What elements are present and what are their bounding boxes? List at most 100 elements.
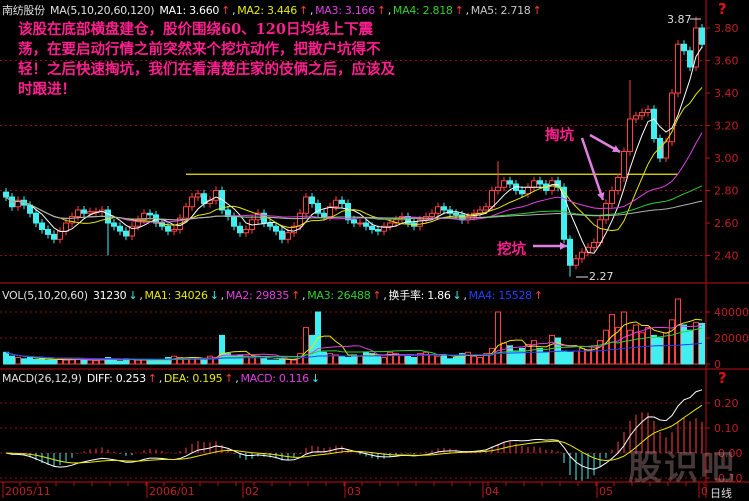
price-tick-label: 3.40 — [714, 87, 739, 100]
volume-bar — [513, 350, 519, 365]
header-value: MA3: 26488 — [307, 289, 371, 302]
volume-bar — [585, 349, 591, 365]
candle-down — [123, 230, 129, 237]
header-value: MA4: 2.818 — [392, 4, 453, 17]
help-icon[interactable]: ? — [718, 0, 727, 18]
macd-diff-line — [5, 389, 703, 470]
candle-down — [111, 222, 117, 227]
volume-bar — [663, 332, 669, 365]
arrow-up-icon: ↑ — [454, 4, 464, 17]
volume-tick-label: 40000 — [714, 306, 749, 319]
candle-up — [633, 115, 639, 120]
price-tick-label: 3.80 — [714, 22, 739, 35]
candle-up — [387, 222, 393, 227]
candle-up — [183, 206, 189, 219]
tao-keng-arrow-2-head — [597, 192, 605, 200]
volume-bar — [261, 357, 267, 365]
volume-bar — [51, 359, 57, 365]
low-price-label: 2.27 — [589, 270, 614, 283]
volume-bar — [135, 359, 141, 365]
candle-down — [339, 199, 345, 204]
volume-bar — [273, 359, 279, 365]
candle-up — [639, 112, 645, 117]
volume-bar — [651, 334, 657, 365]
arrow-up-icon: ↑ — [533, 289, 543, 302]
candle-down — [237, 225, 243, 234]
header-value: DIFF: 0.253 — [86, 372, 146, 385]
macd-dea-line — [5, 404, 703, 464]
volume-bar — [333, 354, 339, 365]
candle-up — [483, 206, 489, 211]
candle-down — [519, 190, 525, 195]
macd-indicator-header: MACD(26,12,9) DIFF: 0.253 ↑, DEA: 0.195 ↑, M… — [2, 372, 324, 385]
candle-down — [441, 206, 447, 211]
volume-bar — [351, 354, 357, 365]
candle-up — [189, 196, 195, 208]
volume-bar — [567, 351, 573, 365]
candle-up — [141, 212, 147, 221]
candle-up — [135, 219, 141, 227]
volume-bar — [267, 359, 273, 365]
volume-bar — [207, 355, 213, 365]
candle-up — [579, 251, 585, 260]
volume-bar — [507, 345, 513, 365]
candle-down — [219, 190, 225, 211]
candle-up — [57, 230, 63, 240]
candle-up — [327, 206, 333, 217]
candle-down — [351, 219, 357, 224]
candle-down — [321, 212, 327, 217]
candle-up — [495, 186, 501, 191]
header-value: MA1: 3.660 — [159, 4, 220, 17]
volume-bar — [345, 357, 351, 365]
volume-bar — [153, 359, 159, 365]
volume-bar — [321, 351, 327, 365]
volume-bar — [489, 347, 495, 365]
price-tick-label: 2.80 — [714, 185, 739, 198]
volume-bar — [219, 334, 225, 365]
candle-down — [555, 180, 561, 188]
volume-ma60-line — [5, 342, 703, 360]
macd-help-icon[interactable]: ? — [718, 369, 727, 387]
tao-keng-label: 掏坑 — [545, 127, 574, 144]
volume-bar — [81, 359, 87, 365]
volume-bar — [399, 354, 405, 365]
date-tick-label: 2006/01 — [149, 485, 195, 498]
arrow-up-icon: ↑ — [291, 289, 300, 302]
arrow-up-icon: ↑ — [221, 4, 231, 17]
main-indicator-header: 南纺股份 MA(5,10,20,60,120) MA1: 3.660 ↑, MA2:… — [2, 2, 545, 18]
candle-up — [663, 141, 669, 159]
volume-bar — [363, 351, 369, 365]
volume-bar — [675, 298, 681, 365]
candle-up — [255, 212, 261, 221]
candle-up — [129, 225, 135, 237]
candle-up — [675, 43, 681, 94]
header-value: MA5: 2.718 — [470, 4, 531, 17]
price-tick-label: 3.20 — [714, 120, 739, 133]
volume-bar — [87, 359, 93, 365]
separator: , — [302, 289, 306, 302]
volume-bar — [309, 334, 315, 365]
candle-down — [231, 216, 237, 227]
candle-down — [315, 203, 321, 214]
volume-bar — [57, 358, 63, 365]
price-ma5-line — [5, 46, 703, 254]
volume-bar — [435, 355, 441, 365]
candle-up — [591, 242, 597, 248]
period-label[interactable]: 日线 — [710, 487, 732, 500]
candle-down — [681, 43, 687, 52]
volume-bar — [141, 359, 147, 365]
candle-up — [435, 206, 441, 214]
volume-bar — [519, 347, 525, 365]
macd-tick-label: -0.10 — [714, 472, 742, 485]
separator: , — [139, 289, 143, 302]
candle-up — [297, 212, 303, 227]
candle-up — [615, 177, 621, 191]
volume-bar — [39, 358, 45, 365]
candle-up — [621, 151, 627, 178]
volume-bar — [465, 351, 471, 365]
volume-bar — [27, 357, 33, 365]
candle-up — [609, 190, 615, 204]
volume-bar — [621, 311, 627, 365]
volume-bar — [561, 350, 567, 365]
